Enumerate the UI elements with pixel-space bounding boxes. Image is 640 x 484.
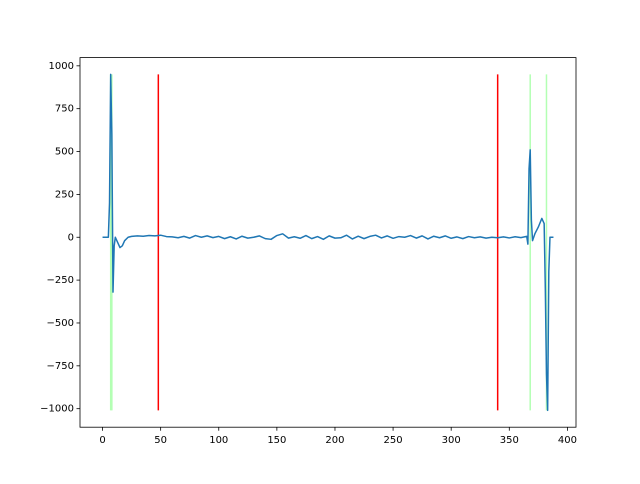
y-tick-label: −500 [47,318,74,329]
series-line [102,73,554,412]
y-tick-label: 500 [55,147,74,158]
x-tick-label: 150 [267,435,286,446]
y-tick-label: 0 [68,232,74,243]
x-tick-label: 250 [384,435,403,446]
x-tick-label: 0 [99,435,105,446]
x-tick-label: 350 [500,435,519,446]
y-tick-label: −250 [47,275,74,286]
y-tick-label: 250 [55,189,74,200]
x-tick-label: 400 [558,435,577,446]
x-tick-label: 100 [209,435,228,446]
x-tick-label: 300 [442,435,461,446]
x-tick-label: 200 [325,435,344,446]
y-tick-label: −1000 [40,404,74,415]
y-tick-label: 750 [55,104,74,115]
x-tick-label: 50 [154,435,167,446]
y-tick-label: −750 [47,361,74,372]
axes-frame [79,57,577,428]
y-tick-label: 1000 [49,61,74,72]
